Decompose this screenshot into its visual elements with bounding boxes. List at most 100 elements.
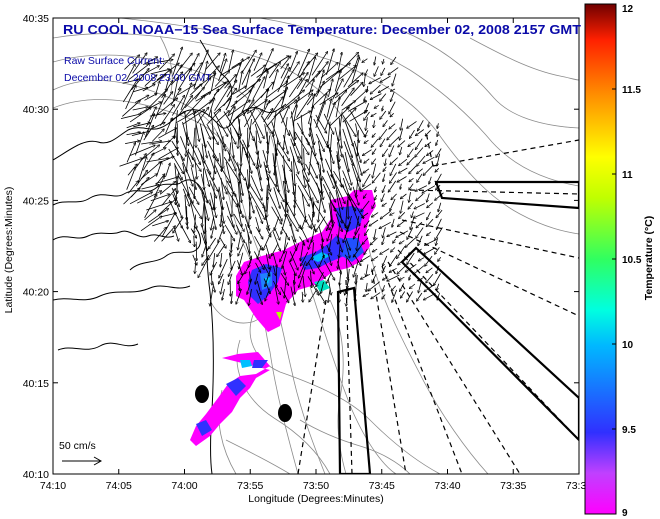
current-vector [410, 217, 415, 229]
current-vector [380, 210, 391, 219]
current-vector [344, 152, 349, 172]
current-vector [220, 252, 223, 267]
current-vector [324, 102, 335, 130]
current-vector [220, 178, 224, 199]
current-vector [328, 278, 331, 295]
subtitle-line-2: December 02, 2008 23:00 GMT [64, 72, 212, 84]
current-vector [374, 56, 376, 65]
y-axis-label: Latitude (Degrees:Minutes) [3, 187, 15, 314]
current-vector [296, 73, 308, 90]
current-vector [425, 255, 433, 266]
current-vector [390, 212, 395, 216]
current-vector [341, 184, 356, 211]
current-vector [194, 235, 195, 247]
current-vector [344, 240, 350, 258]
current-vector [391, 91, 395, 102]
current-vector [184, 194, 187, 220]
current-vector [315, 81, 324, 97]
current-vector [328, 79, 332, 97]
current-vector [192, 254, 197, 265]
current-vector [422, 185, 436, 193]
current-vector [282, 164, 289, 193]
current-vector [137, 191, 161, 204]
current-vector [418, 235, 423, 246]
current-vector [263, 231, 272, 251]
current-vector [409, 165, 417, 174]
current-vector [268, 173, 285, 202]
current-vector [232, 194, 233, 217]
current-vector [380, 75, 391, 82]
current-vector [196, 241, 197, 261]
current-vector [275, 138, 279, 168]
current-vector [300, 252, 309, 266]
current-vector [249, 109, 264, 139]
current-vector [389, 123, 396, 129]
current-vector [383, 227, 386, 237]
current-vector [265, 288, 270, 301]
current-vector [255, 217, 260, 231]
current-vector [292, 105, 297, 126]
current-vector [334, 181, 342, 209]
current-vector [387, 129, 397, 140]
current-vector [364, 73, 366, 87]
current-vector [353, 260, 359, 277]
current-vector [122, 79, 137, 103]
current-vector [265, 253, 269, 270]
current-vector [338, 66, 356, 80]
subtitle-line-1: Raw Surface Current: [64, 55, 165, 67]
current-vector [418, 120, 424, 131]
current-vector [233, 213, 244, 231]
current-vector [289, 223, 295, 242]
current-vector [177, 69, 192, 91]
current-vector [208, 237, 217, 249]
current-vector [198, 113, 211, 140]
current-vector [159, 54, 174, 70]
current-vector [417, 168, 423, 174]
current-vector [274, 165, 279, 193]
current-vector [399, 276, 405, 280]
current-vector [417, 155, 426, 166]
current-vector [280, 273, 289, 285]
current-vector [338, 117, 342, 148]
current-vector [306, 137, 318, 165]
current-vector [152, 221, 168, 227]
current-vector [224, 75, 237, 89]
current-vector [306, 91, 319, 106]
current-vector [381, 193, 385, 202]
current-vector [388, 67, 399, 75]
current-vector [346, 200, 348, 227]
current-vector [125, 141, 140, 144]
current-vector [374, 195, 378, 200]
current-vector [299, 261, 306, 278]
current-vector [206, 123, 219, 145]
current-vector [245, 242, 252, 260]
current-vector [409, 274, 411, 280]
current-vector [141, 141, 162, 145]
current-vector [309, 122, 315, 145]
current-vector [236, 79, 261, 98]
current-vector [400, 193, 407, 199]
current-vector [222, 289, 225, 300]
current-vector [144, 195, 157, 218]
current-vector [263, 71, 268, 89]
current-vector [319, 71, 340, 88]
current-vector [328, 288, 331, 302]
current-vector [236, 288, 242, 304]
current-vector [436, 148, 442, 158]
y-tick-label: 40:35 [23, 13, 49, 25]
current-vector [342, 108, 356, 123]
current-vector [397, 264, 407, 274]
current-vector [187, 136, 201, 165]
current-vector [308, 235, 314, 249]
current-vector [364, 220, 370, 228]
current-vector [288, 79, 301, 98]
current-vector [213, 112, 228, 136]
current-vector [391, 56, 397, 65]
current-vector [409, 183, 414, 190]
current-vector [347, 215, 352, 232]
current-vector [218, 186, 223, 210]
current-vector [194, 74, 215, 90]
current-vector [389, 145, 395, 157]
current-vector [205, 216, 206, 234]
current-vector [177, 174, 193, 204]
